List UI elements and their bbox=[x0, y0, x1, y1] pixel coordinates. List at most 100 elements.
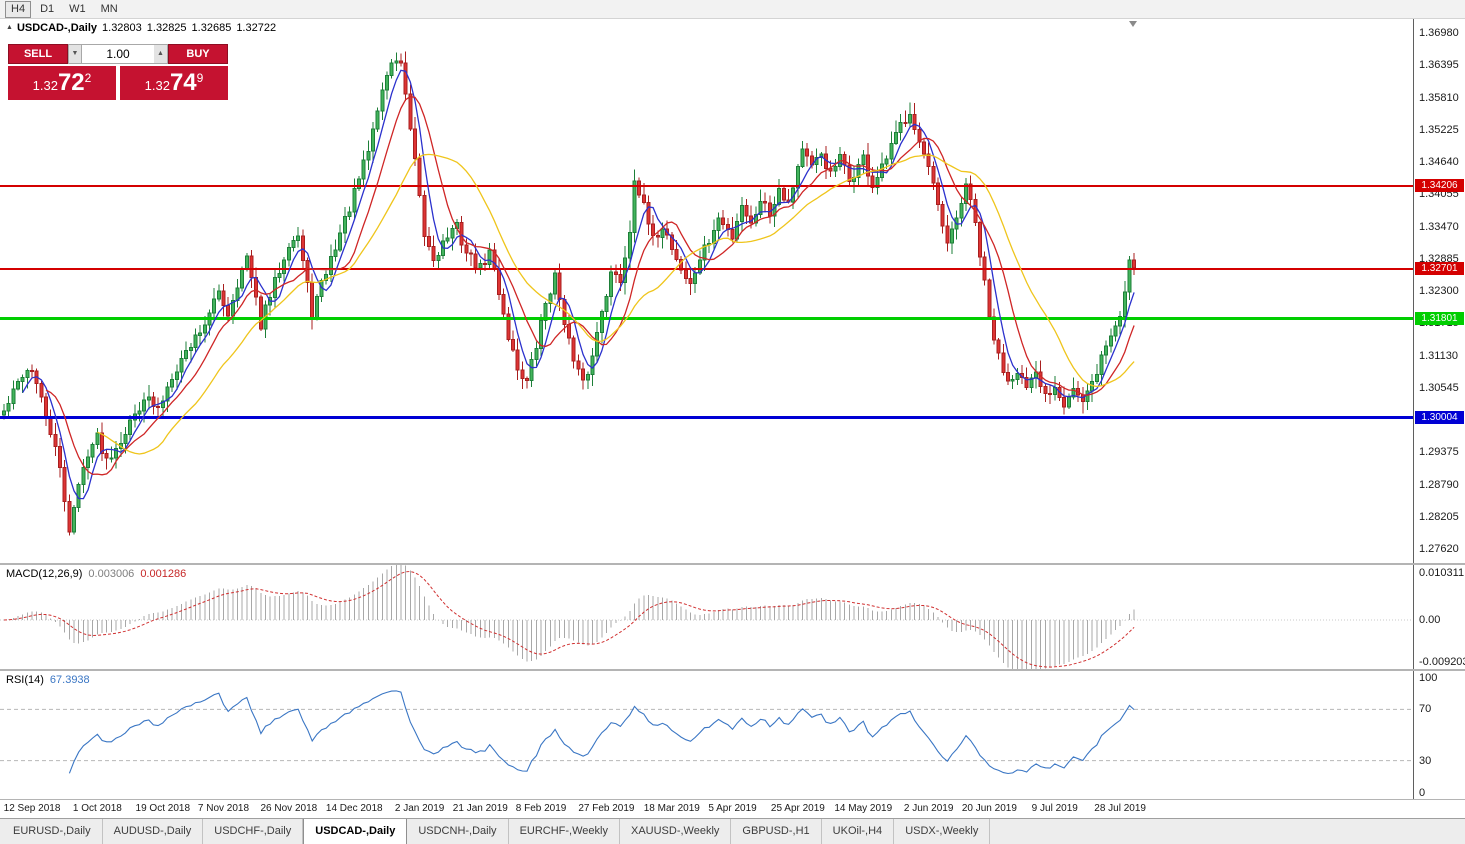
pane-separator[interactable] bbox=[0, 669, 1465, 671]
price-tick-label: 1.33470 bbox=[1419, 220, 1459, 233]
volume-down-button[interactable]: ▼ bbox=[68, 44, 82, 64]
date-tick-label: 5 Apr 2019 bbox=[708, 803, 757, 814]
chart-tab-audusd-daily[interactable]: AUDUSD-,Daily bbox=[102, 819, 204, 844]
macd-label: MACD(12,26,9) 0.003006 0.001286 bbox=[6, 568, 186, 580]
ma-line-5 bbox=[22, 69, 1135, 500]
price-line-tag: 1.32701 bbox=[1415, 261, 1464, 275]
price-tick-label: 1.29375 bbox=[1419, 446, 1459, 459]
trade-prices-row: 1.32 72 2 1.32 74 9 bbox=[8, 66, 228, 100]
ma-line-10 bbox=[45, 95, 1135, 476]
rsi-axis-label: 0 bbox=[1419, 787, 1426, 799]
price-tick-label: 1.28205 bbox=[1419, 510, 1459, 523]
sell-price-big: 72 bbox=[57, 69, 85, 96]
date-tick-label: 25 Apr 2019 bbox=[770, 803, 825, 814]
macd-axis-label: 0.010311 bbox=[1419, 567, 1465, 579]
macd-main-value: 0.003006 bbox=[88, 568, 135, 580]
pane-separator bbox=[0, 799, 1465, 800]
chart-tab-eurchf-weekly[interactable]: EURCHF-,Weekly bbox=[508, 819, 620, 844]
candles-layer bbox=[2, 51, 1137, 536]
chart-tab-usdx-weekly[interactable]: USDX-,Weekly bbox=[894, 819, 991, 844]
trade-controls-row: SELL ▼ ▲ BUY bbox=[8, 44, 228, 64]
sell-price-prefix: 1.32 bbox=[32, 78, 58, 93]
rsi-axis-label: 70 bbox=[1419, 703, 1432, 716]
close-value: 1.32722 bbox=[236, 22, 277, 34]
buy-price-pip: 9 bbox=[196, 71, 204, 85]
buy-price-prefix: 1.32 bbox=[144, 78, 170, 93]
low-value: 1.32685 bbox=[191, 22, 232, 34]
sell-price-button[interactable]: 1.32 72 2 bbox=[8, 66, 116, 100]
price-tick-label: 1.35225 bbox=[1419, 123, 1459, 136]
trade-widget-toggle-icon[interactable]: ▲ bbox=[6, 24, 13, 31]
buy-price-big: 74 bbox=[169, 69, 197, 96]
macd-name: MACD(12,26,9) bbox=[6, 568, 83, 580]
timeframe-button-mn[interactable]: MN bbox=[100, 2, 118, 15]
macd-axis-label: 0.00 bbox=[1419, 613, 1441, 626]
date-tick-label: 9 Jul 2019 bbox=[1031, 803, 1078, 814]
macd-axis-label: -0.009203 bbox=[1419, 656, 1465, 668]
chart-tab-bar: EURUSD-,Daily AUDUSD-,Daily USDCHF-,Daily U… bbox=[0, 818, 1465, 844]
chart-tab-usdcnh-daily[interactable]: USDCNH-,Daily bbox=[407, 819, 509, 844]
price-tick-label: 1.32885 bbox=[1419, 252, 1459, 265]
price-tick-label: 1.30545 bbox=[1419, 381, 1459, 394]
sell-price-pip: 2 bbox=[84, 71, 92, 85]
timeframe-button-d1[interactable]: D1 bbox=[40, 2, 55, 15]
date-axis: 12 Sep 2018 1 Oct 2018 19 Oct 2018 7 Nov 20… bbox=[0, 800, 1413, 818]
price-line-tag: 1.31801 bbox=[1415, 311, 1464, 325]
volume-field bbox=[82, 44, 154, 64]
rsi-line bbox=[68, 690, 1135, 775]
price-axis: 1.36980 1.36395 1.35810 1.35225 1.34640 1.340… bbox=[1413, 19, 1465, 800]
price-tick-label: 1.36980 bbox=[1419, 27, 1459, 39]
chart-tab-ukoil-h4[interactable]: UKOil-,H4 bbox=[821, 819, 895, 844]
pane-separator[interactable] bbox=[0, 563, 1465, 565]
symbol-timeframe-label: USDCAD-,Daily bbox=[16, 22, 98, 34]
rsi-label: RSI(14) 67.3938 bbox=[6, 674, 90, 686]
date-tick-label: 2 Jun 2019 bbox=[903, 803, 954, 814]
price-tick-label: 1.31130 bbox=[1419, 349, 1458, 362]
timeframe-button-w1[interactable]: W1 bbox=[69, 2, 86, 15]
price-tick-label: 1.32300 bbox=[1419, 285, 1459, 298]
buy-button[interactable]: BUY bbox=[168, 44, 228, 64]
macd-histogram bbox=[8, 565, 1135, 669]
date-tick-label: 27 Feb 2019 bbox=[578, 803, 635, 814]
date-tick-label: 1 Oct 2018 bbox=[72, 803, 122, 814]
chart-tab-usdchf-daily[interactable]: USDCHF-,Daily bbox=[203, 819, 304, 844]
chart-title: ▲ USDCAD-,Daily 1.32803 1.32825 1.32685 1.327… bbox=[6, 22, 281, 34]
chart-window: 1.36980 1.36395 1.35810 1.35225 1.34640 1.340… bbox=[0, 19, 1465, 818]
macd-signal-value: 0.001286 bbox=[140, 568, 187, 580]
volume-input[interactable] bbox=[82, 45, 154, 63]
date-tick-label: 28 Jul 2019 bbox=[1094, 803, 1146, 814]
sell-button[interactable]: SELL bbox=[8, 44, 68, 64]
date-tick-label: 12 Sep 2018 bbox=[3, 803, 61, 814]
high-value: 1.32825 bbox=[146, 22, 187, 34]
date-tick-label: 8 Feb 2019 bbox=[515, 803, 567, 814]
ma-line-21 bbox=[97, 153, 1135, 455]
chart-tab-gbpusd-h1[interactable]: GBPUSD-,H1 bbox=[731, 819, 822, 844]
date-tick-label: 2 Jan 2019 bbox=[394, 803, 445, 814]
price-tick-label: 1.36395 bbox=[1419, 59, 1459, 72]
date-tick-label: 21 Jan 2019 bbox=[452, 803, 508, 814]
rsi-value: 67.3938 bbox=[49, 674, 90, 686]
date-tick-label: 14 Dec 2018 bbox=[325, 803, 383, 814]
price-line-tag: 1.34206 bbox=[1415, 178, 1464, 192]
price-tick-label: 1.34640 bbox=[1419, 156, 1459, 169]
price-tick-label: 1.28790 bbox=[1419, 478, 1459, 491]
buy-price-button[interactable]: 1.32 74 9 bbox=[120, 66, 228, 100]
volume-up-button[interactable]: ▲ bbox=[154, 44, 168, 64]
chart-canvas[interactable] bbox=[0, 19, 1413, 800]
timeframe-button-h4[interactable]: H4 bbox=[5, 0, 32, 18]
date-tick-label: 14 May 2019 bbox=[834, 803, 893, 814]
rsi-axis-label: 100 bbox=[1419, 672, 1438, 684]
price-tick-label: 1.27620 bbox=[1419, 543, 1459, 556]
date-tick-label: 7 Nov 2018 bbox=[197, 803, 250, 814]
rsi-axis-label: 30 bbox=[1419, 754, 1432, 767]
timeframe-toolbar: H4 D1 W1 MN bbox=[0, 0, 1465, 19]
price-tick-label: 1.35810 bbox=[1419, 91, 1459, 104]
chart-tab-eurusd-daily[interactable]: EURUSD-,Daily bbox=[2, 819, 103, 844]
date-tick-label: 18 Mar 2019 bbox=[643, 803, 700, 814]
chart-tab-xauusd-weekly[interactable]: XAUUSD-,Weekly bbox=[619, 819, 732, 844]
date-tick-label: 20 Jun 2019 bbox=[961, 803, 1017, 814]
price-line-tag: 1.30004 bbox=[1415, 410, 1464, 424]
rsi-name: RSI(14) bbox=[6, 674, 44, 686]
chart-tab-usdcad-daily[interactable]: USDCAD-,Daily bbox=[303, 819, 408, 844]
